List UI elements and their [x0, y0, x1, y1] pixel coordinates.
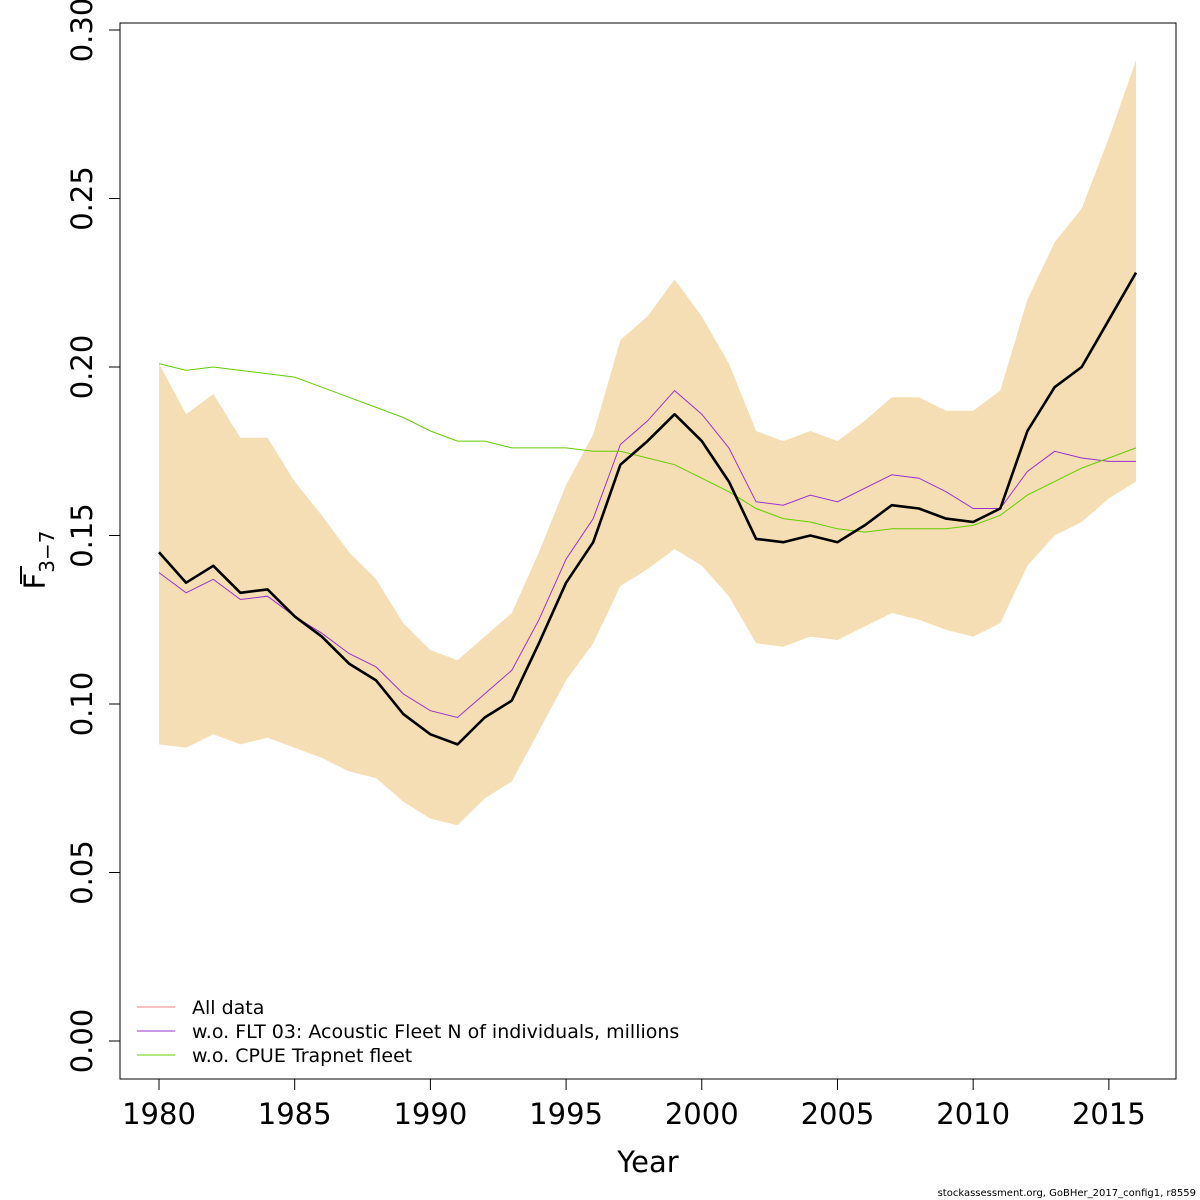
y-tick-label: 0.30: [65, 0, 99, 62]
y-tick-label: 0.15: [65, 503, 99, 568]
series-line-wo-flt03: [158, 389, 1136, 719]
x-tick-label: 1985: [258, 1097, 332, 1131]
legend-label: w.o. FLT 03: Acoustic Fleet N of individ…: [192, 1021, 679, 1043]
y-axis-title-subscript: 3−7: [35, 531, 59, 573]
svg-text:F3−7: F3−7: [18, 531, 59, 590]
credit-text: stockassessment.org, GoBHer_2017_config1…: [938, 1188, 1196, 1199]
y-axis: 0.00 0.05 0.10 0.15 0.20 0.25 0.30: [65, 0, 121, 1074]
x-tick-label: 1990: [393, 1097, 467, 1131]
legend-item-wo-cpue-trapnet: w.o. CPUE Trapnet fleet: [137, 1045, 412, 1067]
legend-label: All data: [192, 997, 264, 1019]
series-line-wo-cpue-trapnet: [158, 363, 1137, 533]
series-lines-layer: [158, 271, 1138, 746]
y-tick-label: 0.20: [65, 335, 99, 400]
y-tick-label: 0.25: [65, 166, 99, 231]
x-tick-label: 2000: [665, 1097, 739, 1131]
x-tick-label: 1980: [122, 1097, 196, 1131]
y-axis-title-main: F: [18, 573, 52, 590]
legend-label: w.o. CPUE Trapnet fleet: [192, 1045, 412, 1067]
legend-item-wo-flt03: w.o. FLT 03: Acoustic Fleet N of individ…: [137, 1021, 679, 1043]
x-tick-label: 2015: [1072, 1097, 1146, 1131]
y-tick-label: 0.00: [65, 1009, 99, 1074]
legend-item-all-data: All data: [137, 997, 264, 1019]
x-axis: 1980 1985 1990 1995 2000 2005 2010 2015: [122, 1078, 1146, 1131]
y-tick-label: 0.05: [65, 840, 99, 905]
x-tick-label: 2010: [936, 1097, 1010, 1131]
x-tick-label: 1995: [529, 1097, 603, 1131]
y-axis-title: F3−7: [18, 531, 59, 590]
estimate-line: [158, 271, 1138, 746]
x-tick-label: 2005: [801, 1097, 875, 1131]
y-tick-label: 0.10: [65, 672, 99, 737]
x-axis-title: Year: [616, 1145, 678, 1179]
